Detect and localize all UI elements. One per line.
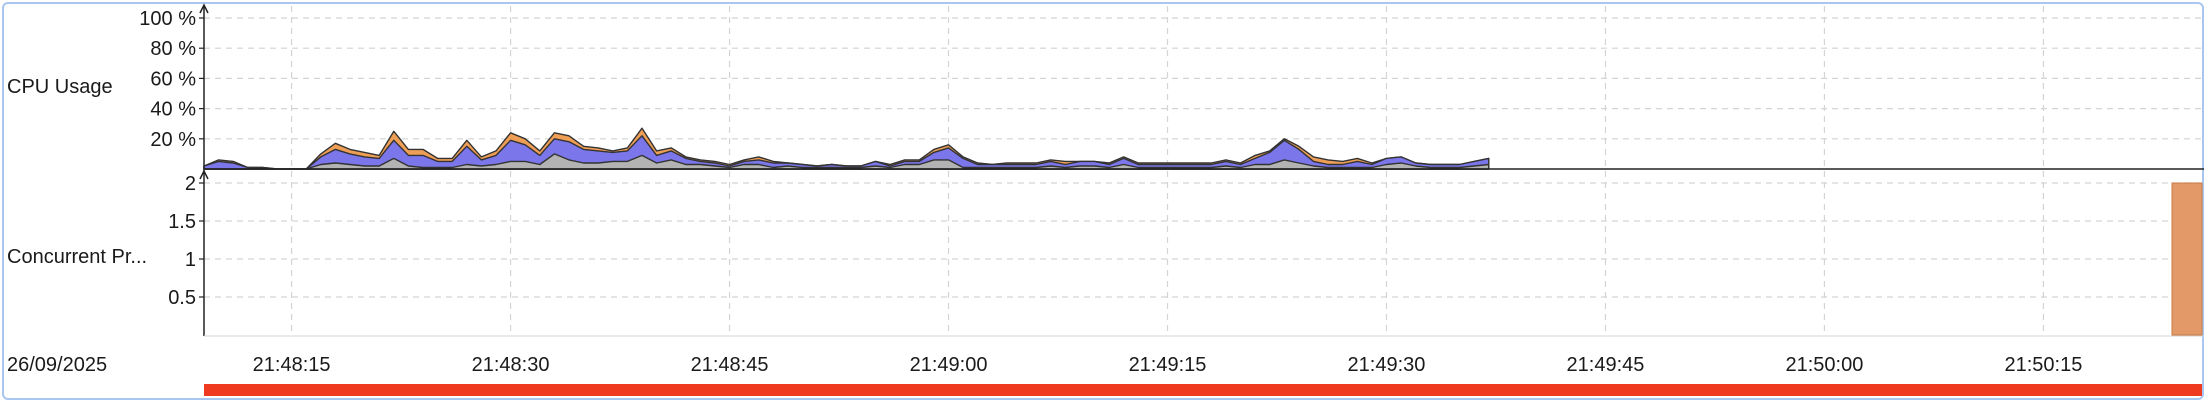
time-tick-label-4: 21:49:15 [1129,354,1207,376]
y-axis-arrow [199,3,209,14]
cpu-tick-label-0: 100 % [139,8,196,30]
axes [199,3,2204,337]
concurrent-processes-plot [2171,182,2203,336]
cpu-tick-label-3: 40 % [150,99,196,121]
proc-tick-label-1: 1.5 [168,211,196,233]
grid-lines [204,6,2204,336]
proc-axis-arrow [199,169,209,180]
time-tick-label-1: 21:48:30 [472,354,550,376]
cpu-y-ticks: 100 % 80 % 60 % 40 % 20 % [139,8,204,151]
progress-bar [204,384,2202,396]
time-tick-label-3: 21:49:00 [910,354,988,376]
cpu-area-plot [203,127,1490,170]
concurrent-processes-label: Concurrent Pr... [7,246,147,268]
proc-tick-label-2: 1 [185,249,196,271]
date-label: 26/09/2025 [7,354,107,376]
time-tick-label-2: 21:48:45 [691,354,769,376]
time-tick-label-5: 21:49:30 [1348,354,1426,376]
time-tick-label-6: 21:49:45 [1567,354,1645,376]
processes-y-ticks: 2 1.5 1 0.5 [168,173,204,309]
time-tick-label-7: 21:50:00 [1786,354,1864,376]
proc-tick-label-0: 2 [185,173,196,195]
cpu-usage-label: CPU Usage [7,76,113,98]
cpu-tick-label-4: 20 % [150,129,196,151]
cpu-tick-label-1: 80 % [150,38,196,60]
time-x-ticks: 21:48:15 21:48:30 21:48:45 21:49:00 21:49:15… [253,354,2083,376]
proc-tick-label-3: 0.5 [168,287,196,309]
processes-bar [2171,182,2203,336]
time-tick-label-0: 21:48:15 [253,354,331,376]
cpu-tick-label-2: 60 % [150,68,196,90]
time-tick-label-8: 21:50:15 [2004,354,2082,376]
